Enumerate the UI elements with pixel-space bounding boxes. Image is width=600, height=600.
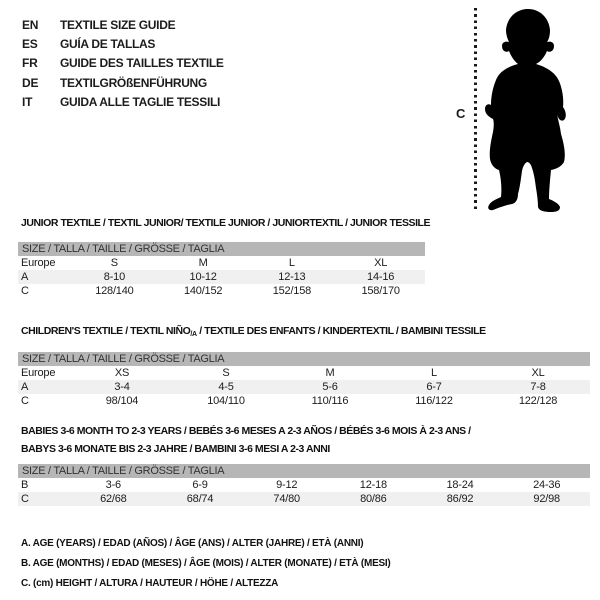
table-row-age: A 8-10 10-12 12-13 14-16 xyxy=(18,270,425,284)
table-cell: L xyxy=(288,257,295,269)
table-cell: M xyxy=(325,367,335,379)
table-cell: 10-12 xyxy=(189,271,217,283)
language-row-es: ES GUÍA DE TALLAS xyxy=(22,34,224,53)
language-title: GUIDA ALLE TAGLIE TESSILI xyxy=(60,94,221,109)
table-cell: XS xyxy=(114,367,130,379)
height-measure-dotted-line xyxy=(474,8,477,210)
table-row-europe: Europe S M L XL xyxy=(18,256,425,270)
babies-size-table: SIZE / TALLA / TAILLE / GRÖSSE / TAGLIA … xyxy=(18,464,590,506)
baby-silhouette-icon xyxy=(485,9,566,212)
table-cell: M xyxy=(198,257,208,269)
table-cell: 62/68 xyxy=(100,493,127,505)
language-title-list: EN TEXTILE SIZE GUIDE ES GUÍA DE TALLAS … xyxy=(22,15,224,111)
language-row-fr: FR GUIDE DES TAILLES TEXTILE xyxy=(22,54,224,73)
table-cell: 3-4 xyxy=(114,381,130,393)
size-header-bar: SIZE / TALLA / TAILLE / GRÖSSE / TAGLIA xyxy=(18,242,425,256)
language-title: GUIDE DES TAILLES TEXTILE xyxy=(60,56,224,71)
table-cell: 18-24 xyxy=(446,479,474,491)
junior-section-title: JUNIOR TEXTILE / TEXTIL JUNIOR/ TEXTILE … xyxy=(21,217,431,229)
table-row-europe: Europe XS S M L XL xyxy=(18,366,590,380)
language-title: TEXTILGRÖßENFÜHRUNG xyxy=(60,75,207,90)
table-cell: S xyxy=(110,257,118,269)
table-cell: 122/128 xyxy=(518,395,558,407)
language-title: GUÍA DE TALLAS xyxy=(60,36,156,51)
row-label: C xyxy=(21,493,29,505)
table-cell: 3-6 xyxy=(105,479,122,491)
footnote-a: A. AGE (YEARS) / EDAD (AÑOS) / ÂGE (ANS)… xyxy=(21,538,364,549)
table-cell: 104/110 xyxy=(207,395,245,407)
language-code: ES xyxy=(22,36,38,51)
table-cell: 116/122 xyxy=(415,395,453,407)
table-cell: 92/98 xyxy=(533,493,560,505)
table-row-age: A 3-4 4-5 5-6 6-7 7-8 xyxy=(18,380,590,394)
row-label: Europe xyxy=(21,367,56,379)
table-cell: L xyxy=(431,367,437,379)
table-cell: 74/80 xyxy=(273,493,300,505)
language-code: DE xyxy=(22,75,39,90)
table-cell: XL xyxy=(374,257,388,269)
table-cell: 12-18 xyxy=(359,479,387,491)
babies-section-title-line2: BABYS 3-6 MONATE BIS 2-3 JAHRE / BAMBINI… xyxy=(21,443,330,455)
children-title-sub: /A xyxy=(190,331,197,338)
table-cell: 9-12 xyxy=(276,479,298,491)
legend-footnotes: A. AGE (YEARS) / EDAD (AÑOS) / ÂGE (ANS)… xyxy=(21,534,391,594)
size-header-bar: SIZE / TALLA / TAILLE / GRÖSSE / TAGLIA xyxy=(18,352,590,366)
table-row-height: C 128/140 140/152 152/158 158/170 xyxy=(18,284,425,298)
table-cell: 86/92 xyxy=(446,493,474,505)
children-section-title: CHILDREN'S TEXTILE / TEXTIL NIÑO/A / TEX… xyxy=(21,325,486,338)
language-code: IT xyxy=(22,94,33,109)
table-cell: 80/86 xyxy=(360,493,387,505)
table-cell: 140/152 xyxy=(183,285,223,297)
table-cell: 6-7 xyxy=(426,381,442,393)
children-size-table: SIZE / TALLA / TAILLE / GRÖSSE / TAGLIA … xyxy=(18,352,590,408)
language-title: TEXTILE SIZE GUIDE xyxy=(60,17,176,32)
language-row-it: IT GUIDA ALLE TAGLIE TESSILI xyxy=(22,92,224,111)
children-title-part1: CHILDREN'S TEXTILE / TEXTIL NIÑO xyxy=(21,325,191,337)
table-cell: XL xyxy=(531,367,545,379)
row-label: C xyxy=(21,395,29,407)
table-cell: 5-6 xyxy=(322,381,338,393)
table-cell: S xyxy=(222,367,230,379)
table-cell: 8-10 xyxy=(103,271,125,283)
row-label: A xyxy=(21,271,29,283)
footnote-b: B. AGE (MONTHS) / EDAD (MESES) / ÂGE (MO… xyxy=(21,558,391,569)
table-cell: 14-16 xyxy=(367,271,395,283)
table-cell: 6-9 xyxy=(192,479,208,491)
language-row-de: DE TEXTILGRÖßENFÜHRUNG xyxy=(22,73,224,92)
language-row-en: EN TEXTILE SIZE GUIDE xyxy=(22,15,224,34)
table-cell: 110/116 xyxy=(311,395,349,407)
row-label: Europe xyxy=(21,257,56,269)
size-header-bar: SIZE / TALLA / TAILLE / GRÖSSE / TAGLIA xyxy=(18,464,590,478)
table-cell: 4-5 xyxy=(218,381,234,393)
table-row-height: C 62/68 68/74 74/80 80/86 86/92 92/98 xyxy=(18,492,590,506)
junior-size-table: SIZE / TALLA / TAILLE / GRÖSSE / TAGLIA … xyxy=(18,242,425,298)
table-cell: 128/140 xyxy=(95,285,134,297)
language-code: EN xyxy=(22,17,39,32)
table-row-height: C 98/104 104/110 110/116 116/122 122/128 xyxy=(18,394,590,408)
row-label: B xyxy=(21,479,29,491)
table-cell: 68/74 xyxy=(186,493,214,505)
table-cell: 7-8 xyxy=(530,381,546,393)
table-cell: 152/158 xyxy=(272,285,312,297)
table-cell: 24-36 xyxy=(533,479,561,491)
row-label: C xyxy=(21,285,29,297)
children-title-part2: / TEXTILE DES ENFANTS / KINDERTEXTIL / B… xyxy=(196,325,486,337)
footnote-c: C. (cm) HEIGHT / ALTURA / HAUTEUR / HÖHE… xyxy=(21,578,279,589)
table-cell: 158/170 xyxy=(361,285,400,297)
height-measure-label: C xyxy=(456,106,466,121)
language-code: FR xyxy=(22,56,38,71)
table-cell: 98/104 xyxy=(105,395,139,407)
babies-section-title-line1: BABIES 3-6 MONTH TO 2-3 YEARS / BEBÉS 3-… xyxy=(21,425,471,437)
table-row-age-months: B 3-6 6-9 9-12 12-18 18-24 24-36 xyxy=(18,478,590,492)
table-cell: 12-13 xyxy=(278,271,306,283)
row-label: A xyxy=(21,381,29,393)
